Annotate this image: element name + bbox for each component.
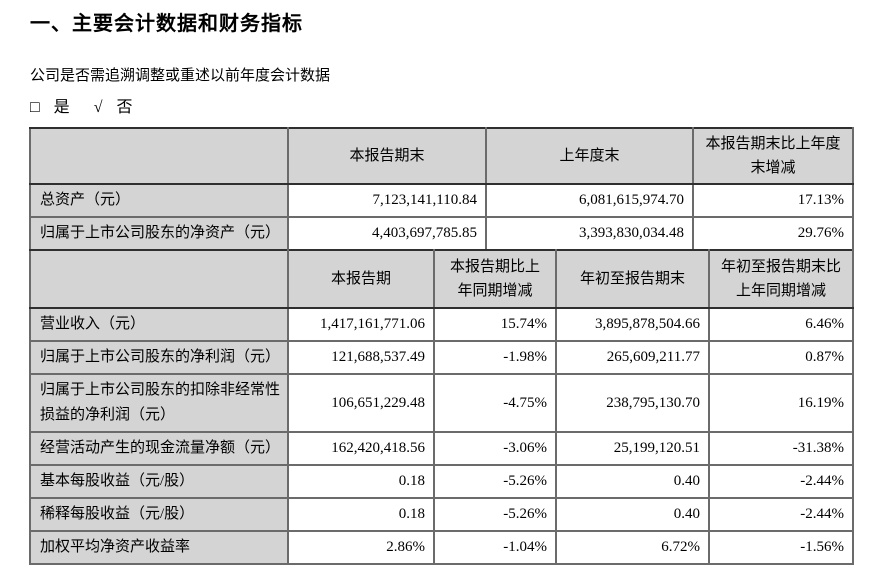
value-cell: -4.75% bbox=[433, 373, 557, 433]
table-row-net-profit: 归属于上市公司股东的净利润（元） 121,688,537.49 -1.98% 2… bbox=[29, 340, 854, 375]
value-cell: -3.06% bbox=[433, 431, 557, 466]
corner-cell bbox=[29, 127, 289, 185]
corner-cell bbox=[29, 249, 289, 309]
value-cell: 121,688,537.49 bbox=[287, 340, 435, 375]
row-label: 基本每股收益（元/股） bbox=[29, 464, 289, 499]
row-label: 归属于上市公司股东的净资产（元） bbox=[29, 216, 289, 251]
table-row-adjusted-net-profit: 归属于上市公司股东的扣除非经常性损益的净利润（元） 106,651,229.48… bbox=[29, 373, 854, 433]
value-cell: 17.13% bbox=[692, 183, 854, 218]
value-cell: 162,420,418.56 bbox=[287, 431, 435, 466]
value-cell: 6.46% bbox=[708, 307, 854, 342]
row-label: 稀释每股收益（元/股） bbox=[29, 497, 289, 532]
table-row-revenue: 营业收入（元） 1,417,161,771.06 15.74% 3,895,87… bbox=[29, 307, 854, 342]
value-cell: 3,895,878,504.66 bbox=[555, 307, 710, 342]
row-label: 经营活动产生的现金流量净额（元） bbox=[29, 431, 289, 466]
value-cell: -1.98% bbox=[433, 340, 557, 375]
value-cell: 0.40 bbox=[555, 464, 710, 499]
value-cell: 106,651,229.48 bbox=[287, 373, 435, 433]
table-row-operating-cash-flow: 经营活动产生的现金流量净额（元） 162,420,418.56 -3.06% 2… bbox=[29, 431, 854, 466]
value-cell: -2.44% bbox=[708, 497, 854, 532]
value-cell: 0.18 bbox=[287, 464, 435, 499]
checkmark-icon: √ bbox=[93, 99, 103, 116]
column-header-ytd-yoy-change: 年初至报告期末比上年同期增减 bbox=[708, 249, 854, 309]
value-cell: -31.38% bbox=[708, 431, 854, 466]
value-cell: -5.26% bbox=[433, 497, 557, 532]
value-cell: 1,417,161,771.06 bbox=[287, 307, 435, 342]
value-cell: 7,123,141,110.84 bbox=[287, 183, 487, 218]
row-label: 营业收入（元） bbox=[29, 307, 289, 342]
reporting-period-header-row: 本报告期 本报告期比上年同期增减 年初至报告期末 年初至报告期末比上年同期增减 bbox=[29, 249, 854, 309]
row-label: 归属于上市公司股东的扣除非经常性损益的净利润（元） bbox=[29, 373, 289, 433]
value-cell: 3,393,830,034.48 bbox=[485, 216, 694, 251]
row-label: 归属于上市公司股东的净利润（元） bbox=[29, 340, 289, 375]
table-row-total-assets: 总资产（元） 7,123,141,110.84 6,081,615,974.70… bbox=[29, 183, 854, 218]
value-cell: 25,199,120.51 bbox=[555, 431, 710, 466]
value-cell: 15.74% bbox=[433, 307, 557, 342]
restatement-question: 公司是否需追溯调整或重述以前年度会计数据 bbox=[30, 68, 331, 84]
table-row-weighted-avg-roe: 加权平均净资产收益率 2.86% -1.04% 6.72% -1.56% bbox=[29, 530, 854, 565]
value-cell: 4,403,697,785.85 bbox=[287, 216, 487, 251]
value-cell: 2.86% bbox=[287, 530, 435, 565]
table-row-basic-eps: 基本每股收益（元/股） 0.18 -5.26% 0.40 -2.44% bbox=[29, 464, 854, 499]
value-cell: 0.18 bbox=[287, 497, 435, 532]
value-cell: 238,795,130.70 bbox=[555, 373, 710, 433]
period-end-header-row: 本报告期末 上年度末 本报告期末比上年度末增减 bbox=[29, 127, 854, 185]
value-cell: 265,609,211.77 bbox=[555, 340, 710, 375]
reporting-period-table: 本报告期 本报告期比上年同期增减 年初至报告期末 年初至报告期末比上年同期增减 … bbox=[29, 249, 854, 565]
period-end-table: 本报告期末 上年度末 本报告期末比上年度末增减 总资产（元） 7,123,141… bbox=[29, 127, 854, 251]
value-cell: -2.44% bbox=[708, 464, 854, 499]
column-header-change: 本报告期末比上年度末增减 bbox=[692, 127, 854, 185]
value-cell: 6,081,615,974.70 bbox=[485, 183, 694, 218]
document-page: 一、主要会计数据和财务指标 公司是否需追溯调整或重述以前年度会计数据 □ 是 √… bbox=[29, 13, 854, 565]
checkbox-unchecked-icon: □ bbox=[30, 99, 40, 116]
value-cell: 0.40 bbox=[555, 497, 710, 532]
row-label: 总资产（元） bbox=[29, 183, 289, 218]
section-title: 一、主要会计数据和财务指标 bbox=[30, 13, 303, 35]
restatement-answer-row: □ 是 √ 否 bbox=[30, 97, 852, 118]
column-header-current-period-end: 本报告期末 bbox=[287, 127, 487, 185]
column-header-yoy-change: 本报告期比上年同期增减 bbox=[433, 249, 557, 309]
value-cell: -5.26% bbox=[433, 464, 557, 499]
column-header-ytd: 年初至报告期末 bbox=[555, 249, 710, 309]
value-cell: -1.04% bbox=[433, 530, 557, 565]
table-row-net-assets: 归属于上市公司股东的净资产（元） 4,403,697,785.85 3,393,… bbox=[29, 216, 854, 251]
option-no-label: 否 bbox=[116, 99, 133, 116]
column-header-current-period: 本报告期 bbox=[287, 249, 435, 309]
row-label: 加权平均净资产收益率 bbox=[29, 530, 289, 565]
value-cell: 0.87% bbox=[708, 340, 854, 375]
value-cell: 29.76% bbox=[692, 216, 854, 251]
option-yes-label: 是 bbox=[53, 99, 70, 116]
value-cell: 6.72% bbox=[555, 530, 710, 565]
value-cell: 16.19% bbox=[708, 373, 854, 433]
value-cell: -1.56% bbox=[708, 530, 854, 565]
table-row-diluted-eps: 稀释每股收益（元/股） 0.18 -5.26% 0.40 -2.44% bbox=[29, 497, 854, 532]
column-header-prior-year-end: 上年度末 bbox=[485, 127, 694, 185]
